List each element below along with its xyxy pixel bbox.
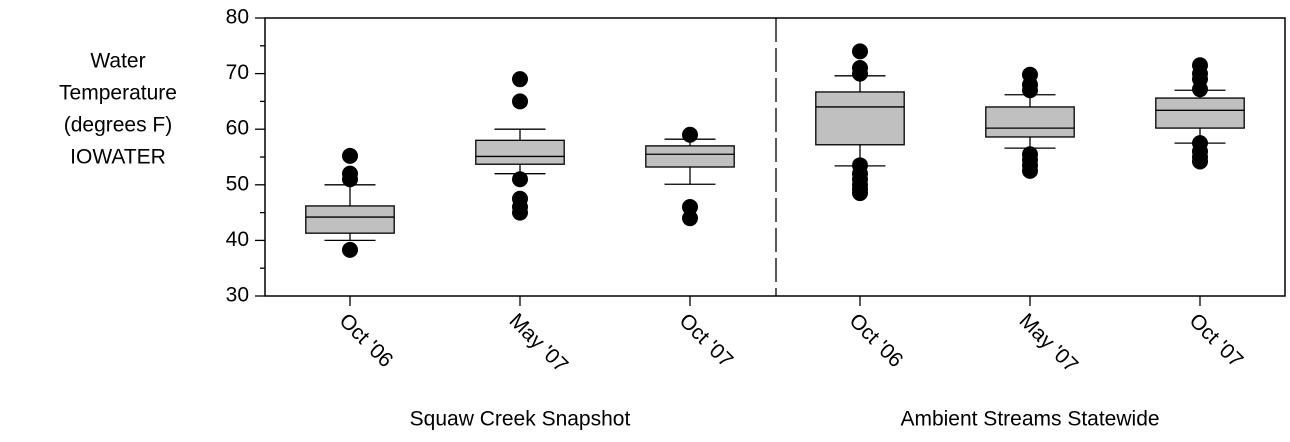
outlier [852,157,868,174]
group-label: Ambient Streams Statewide [900,408,1159,431]
y-axis-label: IOWATER [70,146,166,169]
outlier [1022,146,1038,163]
outlier [1192,135,1208,152]
outlier [512,93,528,110]
x-tick-label: Oct '06 [335,309,398,372]
plot-frame [264,17,1286,297]
x-tick-label: Oct '07 [1185,309,1248,372]
outlier [852,60,868,77]
y-tick-label: 70 [226,61,249,84]
box [815,91,905,146]
y-axis-label: (degrees F) [64,114,173,137]
outlier [682,126,698,143]
box [985,106,1075,138]
outlier [342,165,358,182]
outlier [512,190,528,207]
outlier [342,147,358,164]
y-tick-label: 60 [226,117,249,140]
outlier [852,43,868,60]
y-tick-label: 30 [226,284,249,307]
y-axis-label: Temperature [59,82,177,105]
y-axis-label: Water [90,50,145,73]
outlier [342,241,358,258]
x-tick-label: Oct '07 [675,309,738,372]
outlier [512,171,528,188]
outlier [682,199,698,216]
outlier [682,210,698,227]
y-tick-label: 80 [226,6,249,29]
outlier [1192,57,1208,74]
box [645,145,735,168]
outlier [1022,66,1038,83]
x-tick-label: Oct '06 [845,309,908,372]
outlier [512,71,528,88]
y-tick-label: 40 [226,228,249,251]
box [475,139,565,165]
x-tick-label: May '07 [505,309,573,377]
box [305,205,395,234]
x-tick-label: May '07 [1015,309,1083,377]
group-label: Squaw Creek Snapshot [410,408,631,431]
y-tick-label: 50 [226,172,249,195]
box [1155,97,1245,129]
